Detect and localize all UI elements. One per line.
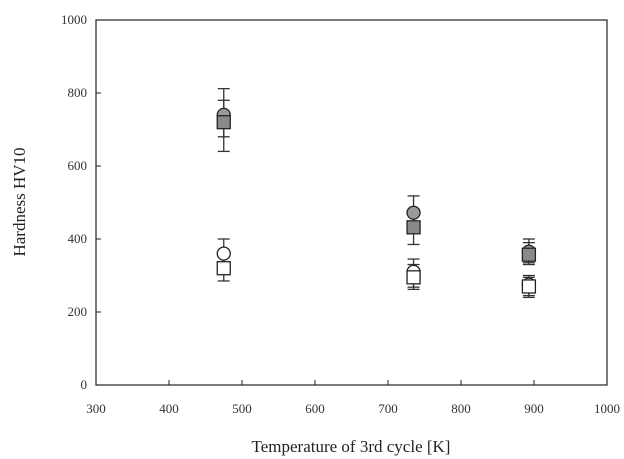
data-point-circle: [406, 205, 421, 220]
x-tick-label: 700: [378, 401, 398, 416]
x-tick-label: 600: [305, 401, 325, 416]
data-point-circle: [216, 246, 231, 261]
data-point-square: [216, 115, 231, 130]
y-tick-label: 0: [81, 377, 88, 392]
x-tick-label: 800: [451, 401, 471, 416]
x-axis: 300 400 500 600 700 800 900 1000: [86, 380, 620, 416]
y-tick-label: 400: [68, 231, 88, 246]
y-tick-label: 800: [68, 85, 88, 100]
y-tick-label: 200: [68, 304, 88, 319]
y-axis: 0 200 400 600 800 1000: [61, 12, 101, 392]
x-tick-label: 900: [524, 401, 544, 416]
x-tick-label: 500: [232, 401, 252, 416]
data-point-square: [521, 247, 537, 262]
x-tick-label: 1000: [594, 401, 620, 416]
data-marks: [216, 87, 537, 299]
y-tick-label: 600: [68, 158, 88, 173]
x-tick-label: 300: [86, 401, 106, 416]
data-point-square: [406, 270, 421, 285]
data-point-square: [216, 261, 231, 276]
y-axis-title: Hardness HV10: [10, 147, 29, 256]
data-point-square: [521, 279, 537, 294]
plot-area: [95, 19, 608, 386]
y-tick-label: 1000: [61, 12, 87, 27]
x-tick-label: 400: [159, 401, 179, 416]
data-point-square: [406, 220, 421, 235]
x-axis-title: Temperature of 3rd cycle [K]: [252, 437, 451, 456]
